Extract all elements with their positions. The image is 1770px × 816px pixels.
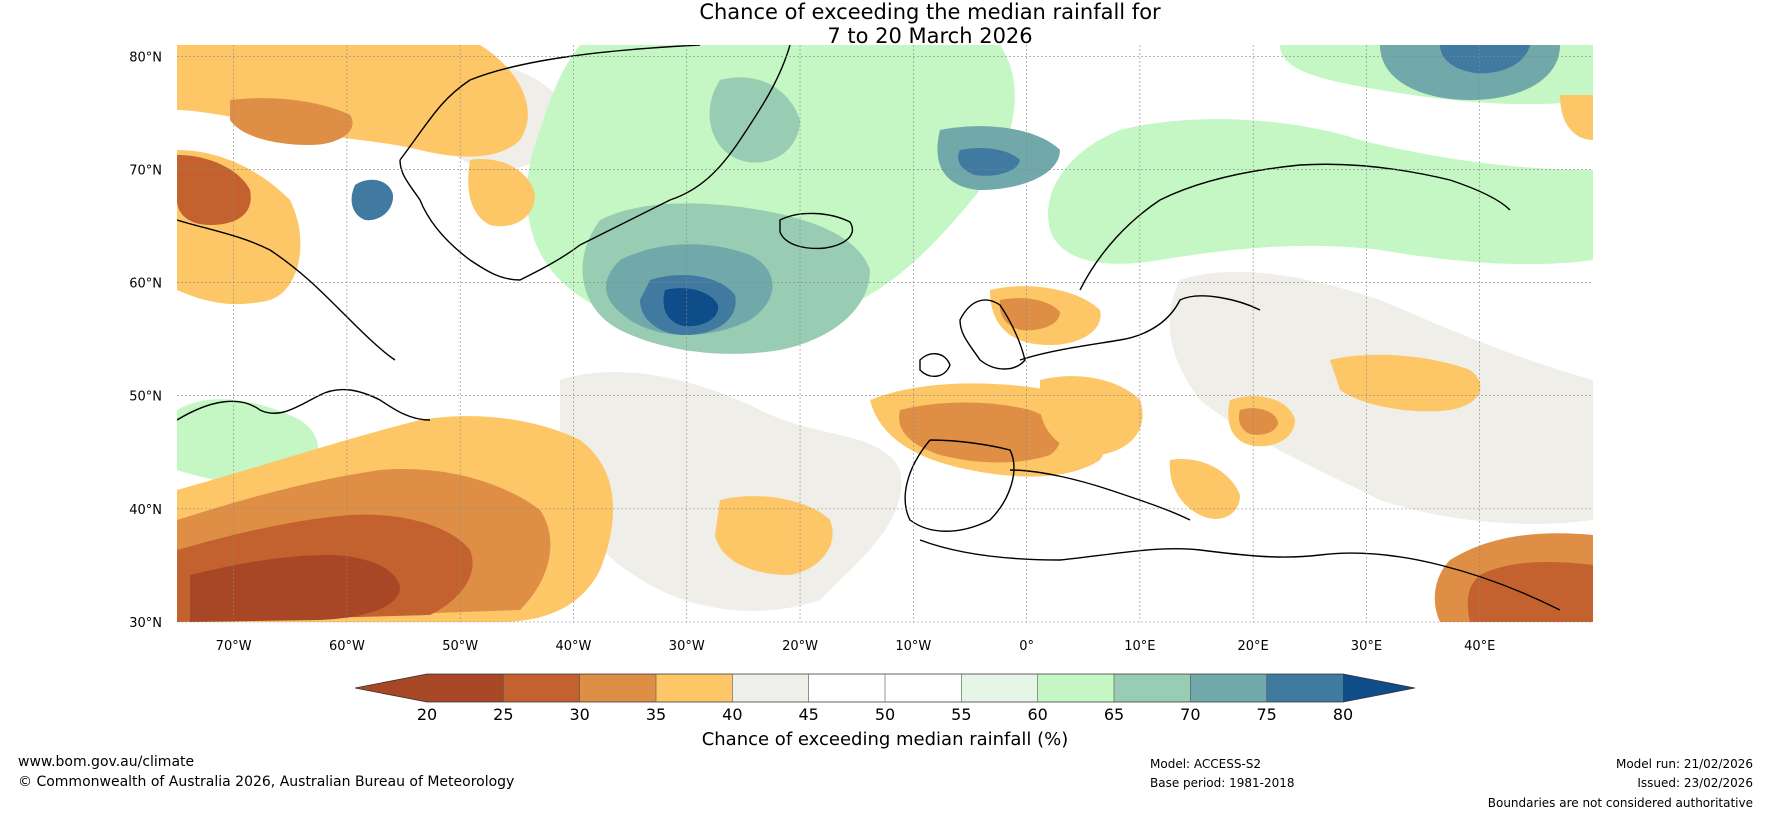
lon-label: 70°W <box>216 639 252 654</box>
coastlines <box>177 45 1561 611</box>
footer-copyright: © Commonwealth of Australia 2026, Austra… <box>18 774 515 790</box>
colorbar-segment <box>732 674 809 702</box>
graticule <box>177 45 1593 623</box>
lat-label: 70°N <box>129 163 162 178</box>
lon-label: 20°E <box>1238 639 1269 654</box>
colorbar-tick-label: 20 <box>417 705 437 724</box>
latitude-labels: 80°N 70°N 60°N 50°N 40°N 30°N <box>129 50 162 631</box>
europe-coast <box>904 295 1261 532</box>
title-line-1: Chance of exceeding the median rainfall … <box>699 0 1161 24</box>
colorbar-tick-label: 65 <box>1104 705 1124 724</box>
colorbar-tick-label: 25 <box>493 705 513 724</box>
longitude-labels: 70°W 60°W 50°W 40°W 30°W 20°W 10°W 0° 10°E 20°E 30… <box>216 639 1496 654</box>
colorbar-segment <box>808 674 885 702</box>
lon-label: 10°W <box>895 639 931 654</box>
colorbar-over-arrow <box>1343 674 1415 702</box>
colorbar-segment <box>503 674 580 702</box>
colorbar-segment <box>427 674 504 702</box>
colorbar-tick-label: 70 <box>1180 705 1200 724</box>
orange-area-russia <box>1330 354 1481 412</box>
brown-area-canadian-arctic <box>230 98 353 145</box>
colorbar-segment <box>1266 674 1343 702</box>
colorbar-under-arrow <box>355 674 427 702</box>
blue-area-jan-mayen <box>958 148 1020 176</box>
footer-base-period: Base period: 1981-2018 <box>1150 776 1295 790</box>
lat-label: 60°N <box>129 277 162 292</box>
uk-coast <box>919 299 1026 377</box>
lon-label: 0° <box>1019 639 1034 654</box>
lat-label: 80°N <box>129 50 162 65</box>
colorbar-tick-label: 30 <box>569 705 589 724</box>
brown-area-iberia-biscay <box>899 402 1061 463</box>
colorbar-tick-label: 50 <box>875 705 895 724</box>
blue-area-baffin <box>351 179 394 221</box>
blue-area-svalbard <box>1440 45 1530 74</box>
brown-area-balkans <box>1238 408 1278 435</box>
colorbar-tick-label: 75 <box>1256 705 1276 724</box>
colorbar-label: Chance of exceeding median rainfall (%) <box>702 729 1069 750</box>
africa-coast <box>919 539 1561 611</box>
colorbar <box>354 673 1416 703</box>
orange-area-azores <box>715 496 833 575</box>
light-green-norway-sea <box>1048 119 1593 265</box>
darkest-blue-core <box>663 288 719 327</box>
footer-model-run: Model run: 21/02/2026 <box>1615 757 1753 771</box>
canada-coast <box>177 219 431 421</box>
footer-model: Model: ACCESS-S2 <box>1150 757 1262 771</box>
footer-issued: Issued: 23/02/2026 <box>1637 776 1753 790</box>
colorbar-tick-label: 40 <box>722 705 742 724</box>
colorbar-outline <box>354 673 1416 703</box>
colorbar-segment <box>656 674 733 702</box>
lat-label: 50°N <box>129 390 162 405</box>
orange-area-italy <box>1169 459 1240 519</box>
colorbar-tick-label: 60 <box>1027 705 1047 724</box>
darkest-brown-area-subtropical-atlantic <box>190 555 400 622</box>
colorbar-tick-label: 55 <box>951 705 971 724</box>
iceland-coast <box>779 212 853 250</box>
map-title: Chance of exceeding the median rainfall … <box>0 0 1770 48</box>
lat-label: 40°N <box>129 503 162 518</box>
colorbar-tick-label: 80 <box>1333 705 1353 724</box>
colorbar-segment <box>885 674 962 702</box>
brown-area-uk <box>999 298 1060 331</box>
lon-label: 60°W <box>329 639 365 654</box>
lon-label: 30°E <box>1351 639 1382 654</box>
brown-area-middle-east <box>1467 562 1593 622</box>
lat-label: 30°N <box>129 616 162 631</box>
colorbar-tick-label: 35 <box>646 705 666 724</box>
colorbar-segment <box>961 674 1038 702</box>
colorbar-tick-label: 45 <box>798 705 818 724</box>
lon-label: 20°W <box>782 639 818 654</box>
colorbar-segment <box>579 674 656 702</box>
lon-label: 30°W <box>669 639 705 654</box>
lon-label: 40°W <box>556 639 592 654</box>
colorbar-tick-labels: 20 25 30 35 40 45 50 55 60 65 70 75 80 <box>417 705 1353 724</box>
lon-label: 40°E <box>1464 639 1495 654</box>
footer-disclaimer: Boundaries are not considered authoritat… <box>1487 796 1753 810</box>
orange-area-barents <box>1560 95 1593 140</box>
lon-label: 50°W <box>442 639 478 654</box>
rainfall-field <box>177 45 1593 622</box>
teal-area-greenland-east <box>709 77 800 163</box>
colorbar-segment <box>1190 674 1267 702</box>
orange-area-canadian-arctic <box>177 45 528 157</box>
lon-label: 10°E <box>1124 639 1155 654</box>
orange-area-greenland-south <box>468 159 535 227</box>
title-line-2: 7 to 20 March 2026 <box>827 24 1033 48</box>
colorbar-segment <box>1114 674 1191 702</box>
footer-website: www.bom.gov.au/climate <box>18 754 195 770</box>
brown-area-labrador <box>177 155 251 225</box>
colorbar-segment <box>1037 674 1114 702</box>
norway-coast <box>1079 163 1511 291</box>
